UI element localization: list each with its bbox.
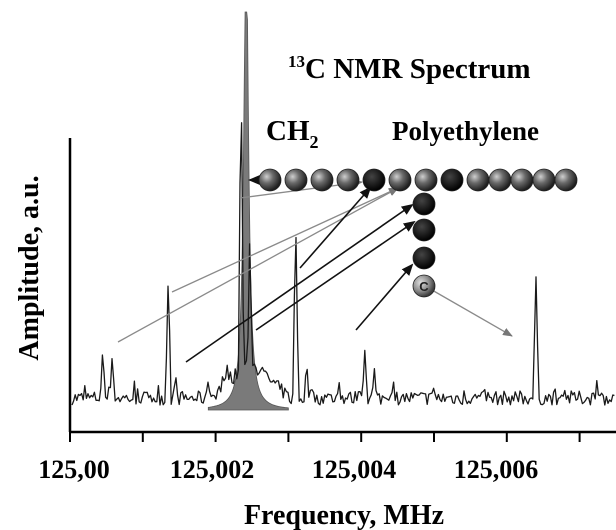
carbon-atom xyxy=(466,168,490,192)
x-tick-label: 125,006 xyxy=(454,455,539,484)
assignment-arrow xyxy=(431,289,513,337)
carbon-atom xyxy=(336,168,360,192)
title-superscript: 13 xyxy=(288,52,305,71)
ch2-filled-peak xyxy=(207,11,289,411)
x-tick-label: 125,00 xyxy=(38,455,110,484)
carbon-atom xyxy=(488,168,512,192)
carbon-atom xyxy=(412,192,436,216)
x-axis-label: Frequency, MHz xyxy=(244,500,444,530)
x-tick-label: 125,004 xyxy=(312,455,397,484)
assignment-arrow xyxy=(355,263,414,331)
chart-title: 13C NMR Spectrum xyxy=(288,52,531,85)
x-tick-label: 125,002 xyxy=(170,455,255,484)
carbon-symbol: C xyxy=(419,279,429,294)
carbon-atom xyxy=(412,274,436,298)
carbon-atom xyxy=(258,168,282,192)
carbon-atom xyxy=(388,168,412,192)
assignment-arrow xyxy=(255,220,416,331)
carbon-atom xyxy=(554,168,578,192)
assignment-arrows xyxy=(117,175,513,363)
assignment-arrow xyxy=(185,203,414,363)
ch2-label-main: CH xyxy=(266,115,310,147)
title-text: C NMR Spectrum xyxy=(305,53,531,85)
y-axis-label: Amplitude, a.u. xyxy=(14,175,45,360)
carbon-atom xyxy=(532,168,556,192)
polyethylene-chain: C xyxy=(258,168,578,298)
carbon-atom xyxy=(284,168,308,192)
carbon-atom xyxy=(412,246,436,270)
carbon-atom xyxy=(310,168,334,192)
assignment-arrow xyxy=(299,186,372,269)
carbon-atom xyxy=(440,168,464,192)
carbon-atom xyxy=(510,168,534,192)
ch2-label-sub: 2 xyxy=(310,132,319,152)
assignment-arrow xyxy=(117,187,399,343)
spectrum-trace xyxy=(71,122,615,406)
x-ticks xyxy=(69,432,581,442)
carbon-atom xyxy=(362,168,386,192)
assignment-arrow xyxy=(171,187,399,293)
polyethylene-label: Polyethylene xyxy=(392,116,539,146)
carbon-atom xyxy=(412,218,436,242)
ch2-label: CH2 xyxy=(266,115,319,152)
carbon-atom xyxy=(414,168,438,192)
